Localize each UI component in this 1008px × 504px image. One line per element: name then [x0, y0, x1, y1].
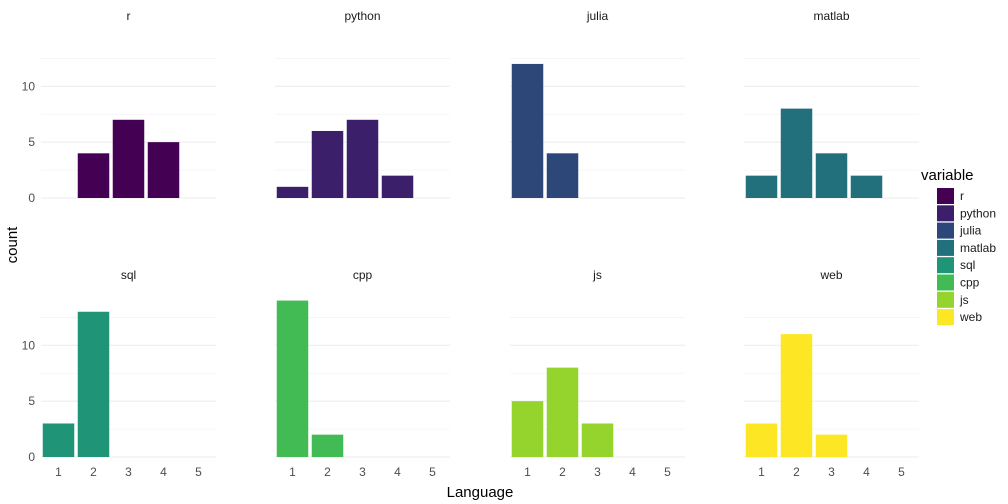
- legend-key: [937, 291, 954, 308]
- bar-matlab-1: [745, 175, 778, 198]
- x-tick-label: 4: [863, 465, 870, 479]
- x-tick-label: 5: [898, 465, 905, 479]
- facet-strip-label: r: [127, 9, 131, 23]
- x-tick-label: 1: [524, 465, 531, 479]
- x-tick-label: 5: [664, 465, 671, 479]
- legend-entry-js: js: [937, 291, 969, 308]
- facet-panel-js: js 1 2 3 4 5: [510, 268, 685, 479]
- x-tick-label: 3: [594, 465, 601, 479]
- bar-r-3: [112, 119, 145, 198]
- legend-key: [937, 188, 954, 204]
- x-tick-label: 2: [793, 465, 800, 479]
- y-tick-label: 10: [22, 79, 36, 93]
- legend-entry-r: r: [937, 188, 964, 204]
- facet-strip-label: sql: [121, 268, 136, 282]
- x-tick-label: 1: [758, 465, 765, 479]
- legend-title: variable: [921, 167, 974, 184]
- x-tick-label: 1: [55, 465, 62, 479]
- legend-key: [937, 205, 954, 222]
- legend-entries: r python julia matlab sql cpp js web: [937, 188, 996, 326]
- facet-panel-cpp: cpp 1 2 3 4 5: [275, 268, 450, 479]
- facet-panel-web: web 1 2 3 4 5: [744, 268, 919, 479]
- x-tick-label: 5: [195, 465, 202, 479]
- x-tick-label: 2: [90, 465, 97, 479]
- legend-entry-python: python: [937, 205, 996, 222]
- facet-panel-sql: sql 0 5 10 1 2 3 4 5: [22, 268, 216, 479]
- y-tick-label: 5: [28, 135, 35, 149]
- legend-key: [937, 222, 954, 239]
- x-tick-label: 4: [629, 465, 636, 479]
- x-tick-label: 2: [559, 465, 566, 479]
- y-tick-label: 5: [28, 394, 35, 408]
- bar-julia-2: [546, 153, 579, 198]
- legend-label: python: [960, 206, 996, 220]
- bar-python-1: [276, 186, 309, 198]
- legend-label: web: [959, 310, 982, 324]
- legend-entry-cpp: cpp: [937, 274, 980, 291]
- x-axis-title: Language: [447, 484, 514, 501]
- facet-panel-julia: julia: [510, 9, 685, 199]
- bar-js-2: [546, 367, 579, 457]
- legend-key: [937, 239, 954, 256]
- legend-entry-julia: julia: [937, 222, 982, 239]
- legend-entry-web: web: [937, 309, 982, 326]
- legend-entry-matlab: matlab: [937, 239, 996, 256]
- facet-strip-label: matlab: [813, 9, 849, 23]
- y-axis-title: count: [4, 226, 21, 264]
- x-tick-label: 5: [429, 465, 436, 479]
- facet-panel-matlab: matlab: [744, 9, 919, 199]
- facet-panels: r 0 5 10 python julia matlab sql 0 5 10 1 2 3 4 5 cpp 1 2 3…: [22, 9, 919, 479]
- legend-key: [937, 257, 954, 274]
- bar-web-2: [780, 334, 813, 457]
- bar-python-2: [311, 130, 344, 198]
- legend-key: [937, 309, 954, 326]
- legend-label: matlab: [960, 241, 996, 255]
- bar-web-1: [745, 423, 778, 457]
- facet-strip-label: python: [344, 9, 380, 23]
- y-tick-label: 10: [22, 338, 36, 352]
- bar-web-3: [815, 434, 848, 457]
- facet-panel-python: python: [275, 9, 450, 199]
- y-tick-label: 0: [28, 191, 35, 205]
- legend: variable r python julia matlab sql cpp js web: [921, 167, 996, 326]
- x-tick-label: 4: [394, 465, 401, 479]
- x-tick-label: 4: [160, 465, 167, 479]
- bar-julia-1: [511, 63, 544, 199]
- legend-label: r: [960, 189, 964, 203]
- legend-entry-sql: sql: [937, 257, 975, 274]
- facet-panel-r: r 0 5 10: [22, 9, 216, 205]
- bar-matlab-4: [850, 175, 883, 198]
- legend-key: [937, 274, 954, 291]
- legend-label: js: [959, 293, 969, 307]
- x-tick-label: 3: [828, 465, 835, 479]
- facet-strip-label: cpp: [353, 268, 373, 282]
- x-tick-label: 1: [289, 465, 296, 479]
- bar-sql-1: [42, 423, 75, 457]
- legend-label: julia: [959, 224, 982, 238]
- y-tick-label: 0: [28, 450, 35, 464]
- bar-js-1: [511, 401, 544, 457]
- x-tick-label: 2: [324, 465, 331, 479]
- legend-label: cpp: [960, 276, 980, 290]
- x-tick-label: 3: [125, 465, 132, 479]
- bar-python-4: [381, 175, 414, 198]
- bar-cpp-2: [311, 434, 344, 457]
- bar-r-2: [77, 153, 110, 198]
- facet-strip-label: web: [819, 268, 842, 282]
- bar-r-4: [147, 142, 180, 198]
- bar-python-3: [346, 119, 379, 198]
- bar-js-3: [581, 423, 614, 457]
- bar-matlab-2: [780, 108, 813, 198]
- x-tick-label: 3: [359, 465, 366, 479]
- bar-matlab-3: [815, 153, 848, 198]
- legend-label: sql: [960, 258, 975, 272]
- facet-strip-label: js: [592, 268, 602, 282]
- bar-cpp-1: [276, 300, 309, 457]
- bar-sql-2: [77, 311, 110, 457]
- facet-strip-label: julia: [586, 9, 609, 23]
